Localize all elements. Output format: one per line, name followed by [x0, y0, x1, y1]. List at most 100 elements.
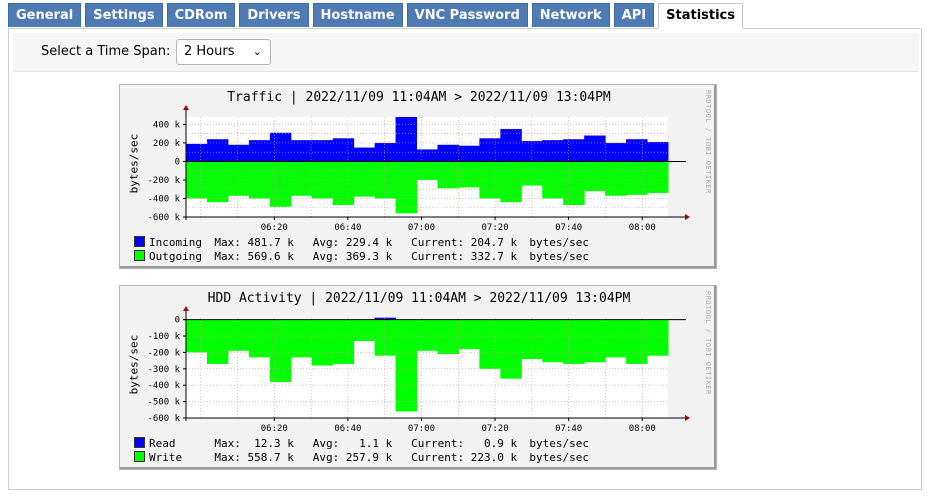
write-bar	[395, 319, 418, 412]
tab-general[interactable]: General	[8, 3, 82, 27]
rrdtool-watermark: RRDTOOL / TOBI OETIKER	[704, 90, 712, 194]
incoming-bar	[563, 139, 585, 162]
incoming-bar	[353, 147, 376, 162]
tab-hostname[interactable]: Hostname	[312, 3, 403, 27]
outgoing-bar	[374, 161, 397, 199]
x-tick-label: 06:20	[261, 424, 288, 434]
write-bar	[542, 319, 564, 363]
incoming-bar	[500, 129, 522, 162]
tab-bar: General Settings CDRom Drivers Hostname VNC P…	[8, 3, 747, 29]
legend-swatch	[134, 451, 145, 462]
graph-title: HDD Activity | 2022/11/09 11:04AM > 2022…	[207, 291, 631, 306]
tab-vnc-password[interactable]: VNC Password	[406, 3, 528, 27]
incoming-bar	[290, 140, 313, 162]
write-bar	[584, 319, 606, 363]
incoming-bar	[269, 132, 292, 162]
tab-api[interactable]: API	[613, 3, 655, 27]
read-bar	[374, 317, 397, 320]
x-tick-label: 07:20	[482, 424, 509, 434]
legend-row: Read Max: 12.3 k Avg: 1.1 k Current: 0.9 k b…	[134, 437, 589, 450]
x-axis-arrow	[685, 214, 690, 220]
y-tick-label: 0	[175, 316, 180, 326]
write-bar	[186, 319, 208, 353]
outgoing-bar	[206, 161, 229, 203]
write-bar	[353, 319, 376, 341]
write-bar	[311, 319, 334, 366]
legend-current: Current: 0.9 k	[411, 437, 518, 450]
rrdtool-watermark: RRDTOOL / TOBI OETIKER	[704, 291, 712, 395]
write-bar	[458, 319, 480, 350]
hdd-activity-graph: HDD Activity | 2022/11/09 11:04AM > 2022…	[119, 285, 717, 470]
legend-avg: Avg: 369.3 k	[312, 250, 393, 263]
y-axis-arrow	[183, 306, 189, 311]
y-tick-label: -100 k	[147, 332, 180, 342]
outgoing-bar	[563, 161, 585, 205]
y-tick-label: -200 k	[147, 176, 180, 186]
x-tick-label: 06:20	[261, 223, 288, 233]
tab-statistics[interactable]: Statistics	[658, 3, 743, 29]
legend-row: Incoming Max: 481.7 k Avg: 229.4 k Current:…	[134, 236, 589, 249]
tab-settings[interactable]: Settings	[85, 3, 163, 27]
y-tick-label: -300 k	[147, 365, 180, 375]
legend-current: Current: 223.0 k	[411, 451, 518, 464]
x-tick-label: 07:00	[408, 223, 435, 233]
write-bar	[500, 319, 522, 379]
write-bar	[206, 319, 229, 364]
write-bar	[332, 319, 355, 364]
incoming-bar	[521, 141, 543, 162]
write-bar	[416, 319, 438, 351]
legend-unit: bytes/sec	[529, 451, 589, 464]
legend-unit: bytes/sec	[529, 250, 589, 263]
graph-canvas: 0 -100 k -200 k -300 k -400 k -500 k -600 k 06:…	[147, 306, 690, 434]
x-tick-label: 08:00	[629, 223, 656, 233]
legend-avg: Avg: 1.1 k	[312, 437, 393, 450]
tab-drivers[interactable]: Drivers	[239, 3, 309, 27]
incoming-bar	[206, 139, 229, 162]
y-tick-label: -500 k	[147, 398, 180, 408]
incoming-bar	[311, 140, 334, 162]
outgoing-bar	[416, 161, 438, 180]
y-tick-label: -400 k	[147, 381, 180, 391]
outgoing-bar	[395, 161, 418, 214]
legend-name: Outgoing	[149, 250, 202, 263]
y-tick-label: 0	[175, 157, 180, 167]
legend-name: Write	[149, 451, 183, 464]
x-tick-label: 07:40	[555, 424, 582, 434]
incoming-bar	[332, 138, 355, 162]
y-tick-label: -600 k	[147, 213, 180, 223]
legend-current: Current: 204.7 k	[411, 236, 518, 249]
graph-title: Traffic | 2022/11/09 11:04AM > 2022/11/0…	[227, 90, 611, 105]
x-axis-arrow	[685, 415, 690, 421]
outgoing-bar	[479, 161, 501, 199]
write-bar	[479, 319, 501, 369]
outgoing-bar	[437, 161, 459, 189]
legend-current: Current: 332.7 k	[411, 250, 518, 263]
incoming-bar	[584, 135, 606, 162]
outgoing-bar	[290, 161, 313, 196]
write-bar	[269, 319, 292, 382]
y-tick-label: -400 k	[147, 194, 180, 204]
incoming-bar	[647, 142, 669, 162]
incoming-bar	[542, 140, 564, 162]
outgoing-bar	[353, 161, 376, 197]
write-bar	[605, 319, 627, 358]
outgoing-bar	[227, 161, 250, 196]
legend-max: Max: 558.7 k	[214, 451, 294, 464]
outgoing-bar	[647, 161, 669, 193]
legend-avg: Avg: 229.4 k	[312, 236, 393, 249]
tab-network[interactable]: Network	[531, 3, 610, 27]
x-tick-label: 07:00	[408, 424, 435, 434]
legend-row: Outgoing Max: 569.6 k Avg: 369.3 k Current:…	[134, 250, 589, 263]
tab-cdrom[interactable]: CDRom	[166, 3, 236, 27]
legend-unit: bytes/sec	[529, 236, 589, 249]
legend-name: Incoming	[149, 236, 202, 249]
outgoing-bar	[500, 161, 522, 203]
incoming-bar	[458, 145, 480, 162]
traffic-graph: Traffic | 2022/11/09 11:04AM > 2022/11/0…	[119, 84, 717, 269]
x-tick-label: 08:00	[629, 424, 656, 434]
write-bar	[626, 319, 648, 364]
write-bar	[290, 319, 313, 358]
time-span-row: Select a Time Span: 2 Hours ⌄	[13, 33, 919, 72]
outgoing-bar	[626, 161, 648, 195]
time-span-select[interactable]: 2 Hours ⌄	[176, 39, 271, 65]
